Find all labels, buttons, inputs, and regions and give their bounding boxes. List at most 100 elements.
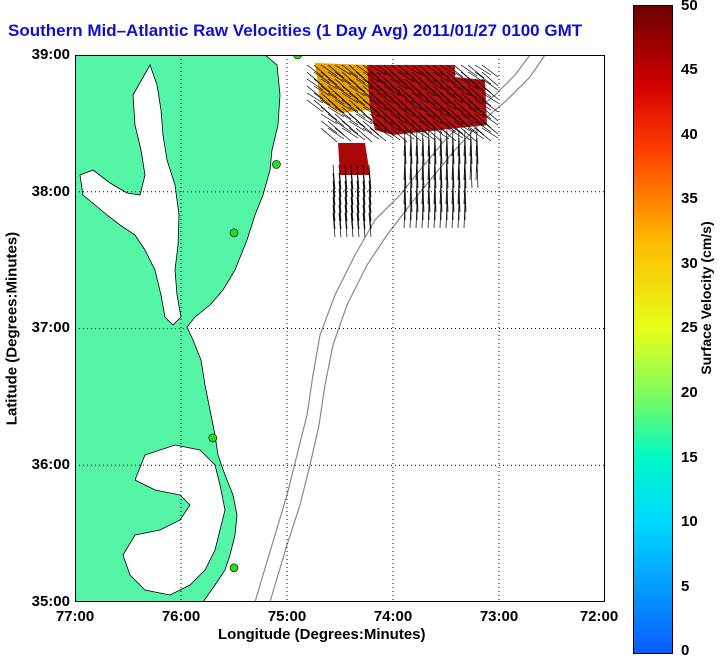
velocity-vector [338,204,342,230]
lat-tick-label: 38:00 [31,183,70,200]
velocity-vector [348,78,366,93]
colorbar-tick: 5 [681,578,690,595]
velocity-vector [376,106,394,122]
velocity-vector [404,85,422,98]
velocity-vector [460,99,478,112]
velocity-vector [348,106,366,119]
velocity-vector [344,188,348,214]
velocity-vector [355,127,373,143]
velocity-vector [356,164,360,190]
radar-stations [208,55,302,573]
velocity-vector [439,129,442,157]
velocity-vector [383,120,401,132]
velocity-vector [404,64,422,76]
lon-tick-label: 72:00 [579,608,619,625]
velocity-vector [404,113,422,129]
colorbar-tick: 35 [681,190,698,207]
velocity-vector [411,127,429,139]
velocity-vector [476,137,479,165]
velocity-vector [463,177,466,205]
velocity-vector [362,92,380,105]
velocity-vector [376,85,394,100]
velocity-vector [355,85,373,99]
velocity-vector [440,137,443,165]
velocity-vector [327,64,345,79]
velocity-vector [463,153,466,181]
velocity-vector [368,164,372,190]
velocity-vector [467,127,485,140]
velocity-vector [355,78,373,90]
velocity-vector [356,204,360,230]
velocity-vector [306,99,324,113]
velocity-vector [434,185,437,213]
velocity-vector [439,99,457,111]
velocity-vector [397,71,415,83]
velocity-vector [320,71,338,86]
velocity-vector [457,177,460,205]
velocity-vector [434,161,437,189]
velocity-vector [327,99,345,114]
velocity-vector [390,120,408,134]
velocity-vector [481,71,499,87]
velocity-vector [368,196,372,222]
velocity-vector [451,177,454,205]
velocity-vector [341,92,359,104]
velocity-vector [334,99,352,111]
velocity-vector [411,106,429,122]
velocity-vector [362,188,366,214]
velocity-vector [457,129,460,157]
velocity-vector [334,64,352,76]
velocity-vector [390,64,408,77]
velocity-vector [481,106,499,122]
velocity-vector [416,161,419,189]
velocity-vector [350,172,354,198]
velocity-vector [320,85,338,99]
velocity-vector [415,153,418,181]
velocity-vector [453,120,471,132]
velocity-vector [467,64,485,79]
velocity-vector [362,85,380,101]
velocity-vector [320,92,338,108]
velocity-vector [418,113,436,128]
velocity-vector [390,71,408,86]
lat-tick-label: 35:00 [31,593,70,610]
velocity-vector [481,127,499,139]
velocity-vector [474,78,492,94]
velocity-vector [467,78,485,92]
velocity-vector [404,161,407,189]
velocity-vector [432,85,450,101]
velocity-vector [474,85,492,98]
velocity-vector [313,71,331,84]
velocity-vector [383,78,401,93]
velocity-vector [397,85,415,101]
velocity-vector [338,164,342,190]
velocity-vector [397,92,415,105]
velocity-vector [460,78,478,90]
velocity-vector [446,161,449,189]
velocity-vector [390,92,408,108]
velocity-vector [458,161,461,189]
velocity-vector [306,92,324,104]
velocity-vector [341,99,359,113]
velocity-vector [445,201,448,229]
velocity-vector [327,106,345,118]
velocity-vector [425,106,443,121]
velocity-vector [369,113,387,129]
velocity-vector [313,99,331,115]
velocity-vector [458,137,461,165]
colorbar-label: Surface Velocity (cm/s) [698,221,714,375]
velocity-vector [404,92,422,107]
velocity-vector [453,127,471,141]
velocity-vector [470,137,473,165]
velocity-vector [481,120,499,135]
velocity-vector [439,64,457,76]
velocity-vector [356,212,360,238]
velocity-vector [460,127,478,143]
velocity-vector [446,127,464,139]
velocity-vector [467,71,485,83]
velocity-vector [350,212,354,238]
velocity-vector [428,185,431,213]
colorbar-tick: 45 [681,61,698,78]
velocity-vector [445,177,448,205]
velocity-vector [474,64,492,76]
